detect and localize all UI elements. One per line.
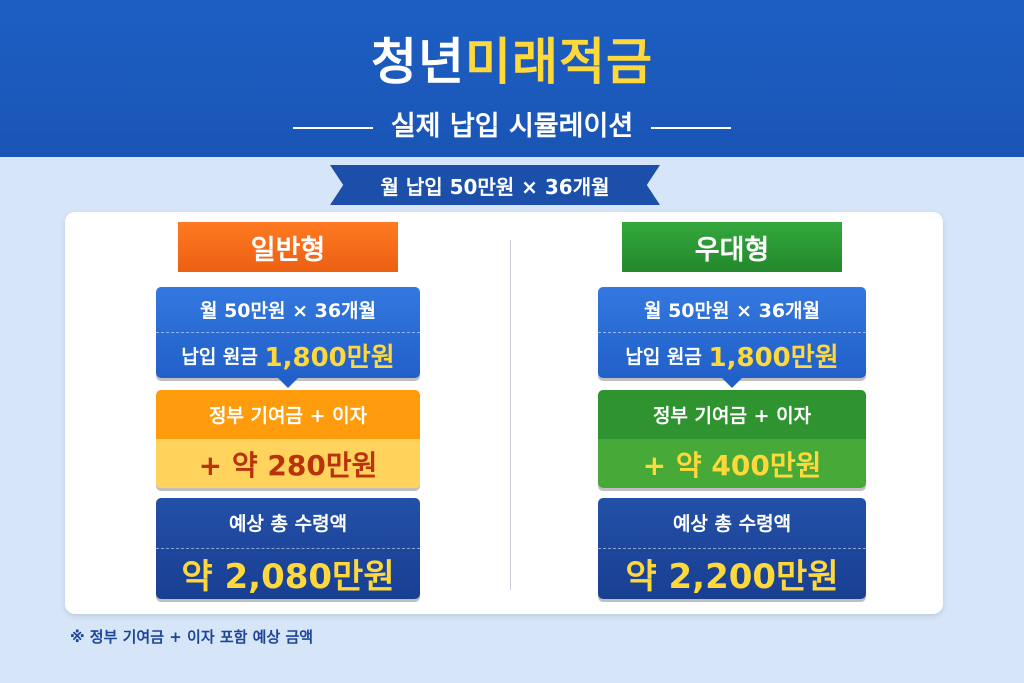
monthly-text: 월 50만원 × 36개월 [598,287,866,333]
column-preferred: 우대형 월 50만원 × 36개월 납입 원금 1,800만원 정부 기여금 +… [598,222,866,599]
label-general: 일반형 [178,222,398,272]
label-preferred: 우대형 [622,222,842,272]
column-divider [510,240,511,590]
principal-box: 월 50만원 × 36개월 납입 원금 1,800만원 [156,287,420,388]
divider [292,126,373,129]
total-box: 예상 총 수령액 약 2,080만원 [156,498,420,599]
total-value: 약 2,200만원 [625,557,839,598]
subtitle: 실제 납입 시뮬레이션 [0,104,1024,143]
arrow-down-icon [722,378,742,388]
principal-label: 납입 원금 [181,345,258,368]
title-part1: 청년 [371,33,465,91]
title-part2: 미래적금 [465,33,653,91]
principal-value: 1,800만원 [264,342,395,373]
subtitle-text: 실제 납입 시뮬레이션 [390,111,634,142]
column-general: 일반형 월 50만원 × 36개월 납입 원금 1,800만원 정부 기여금 +… [156,222,420,599]
monthly-text: 월 50만원 × 36개월 [156,287,420,333]
principal-row: 납입 원금 1,800만원 [598,333,866,379]
page-title: 청년미래적금 [0,22,1024,94]
footnote: ※ 정부 기여금 + 이자 포함 예상 금액 [70,628,314,646]
bonus-label: 정부 기여금 + 이자 [598,390,866,439]
total-label: 예상 총 수령액 [598,498,866,549]
arrow-down-icon [278,378,298,388]
bonus-value: + 약 400만원 [598,439,866,488]
total-value: 약 2,080만원 [181,557,395,598]
principal-value: 1,800만원 [708,342,839,373]
principal-label: 납입 원금 [625,345,702,368]
bonus-value: + 약 280만원 [156,439,420,488]
divider [651,126,732,129]
banner-ribbon: 월 납입 50만원 × 36개월 [330,165,660,205]
principal-box: 월 50만원 × 36개월 납입 원금 1,800만원 [598,287,866,388]
header: 청년미래적금 실제 납입 시뮬레이션 [0,0,1024,157]
total-label: 예상 총 수령액 [156,498,420,549]
principal-row: 납입 원금 1,800만원 [156,333,420,379]
bonus-box: 정부 기여금 + 이자 + 약 400만원 [598,390,866,488]
bonus-box: 정부 기여금 + 이자 + 약 280만원 [156,390,420,488]
total-box: 예상 총 수령액 약 2,200만원 [598,498,866,599]
bonus-label: 정부 기여금 + 이자 [156,390,420,439]
